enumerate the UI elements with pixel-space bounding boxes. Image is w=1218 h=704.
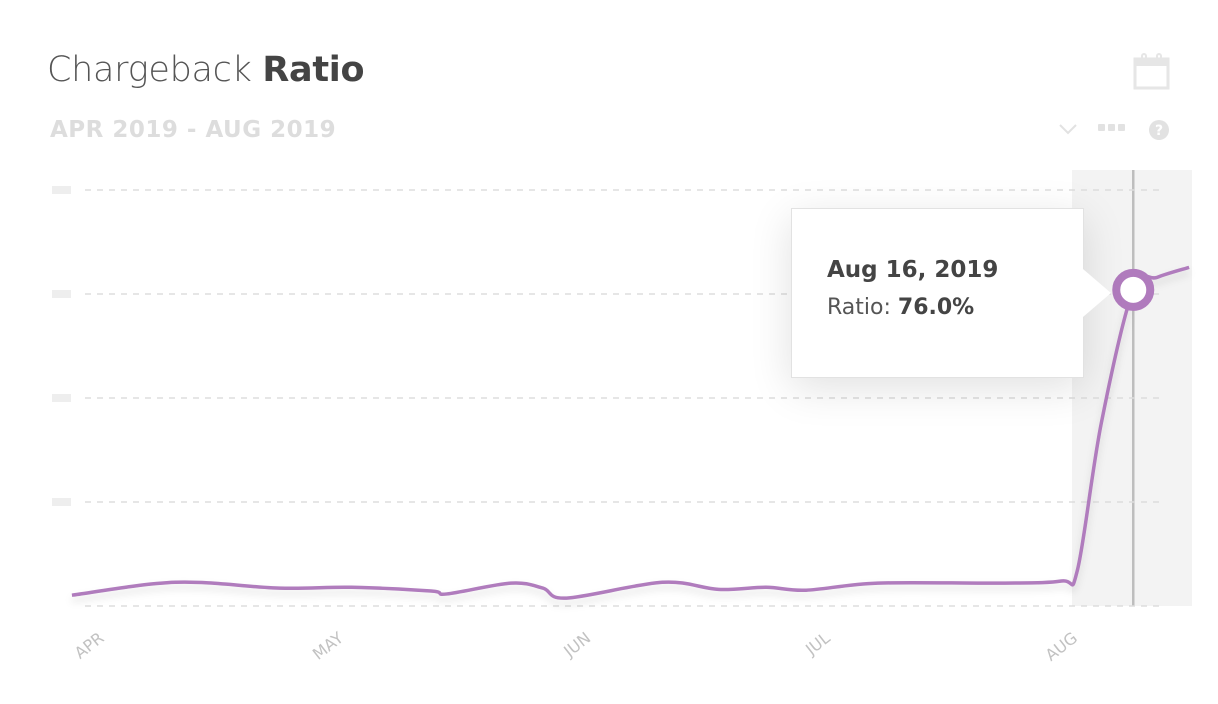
highlight-point — [1112, 268, 1155, 311]
tooltip-ratio: Ratio: 76.0% — [827, 295, 974, 320]
tooltip: Aug 16, 2019 Ratio: 76.0% — [791, 208, 1111, 378]
x-tick-label: AUG — [1042, 628, 1081, 665]
x-tick-label: JUN — [559, 628, 594, 661]
y-tick-label-placeholder — [52, 186, 71, 194]
x-tick-label: JUL — [801, 628, 834, 659]
help-icon[interactable]: ? — [1148, 119, 1170, 141]
tooltip-date: Aug 16, 2019 — [827, 257, 999, 283]
y-tick-label-placeholder — [52, 498, 71, 506]
title-light: Chargeback — [47, 50, 252, 90]
calendar-icon[interactable] — [1132, 52, 1172, 92]
x-tick-label: MAY — [309, 628, 347, 664]
highlight-band — [1072, 170, 1192, 606]
tooltip-ratio-label: Ratio: — [827, 295, 891, 320]
date-range[interactable]: APR 2019 - AUG 2019 — [50, 117, 337, 143]
tooltip-ratio-value: 76.0% — [897, 295, 975, 320]
series-line-ratio — [71, 265, 1190, 600]
x-tick-label: APR — [71, 628, 108, 663]
svg-text:?: ? — [1155, 123, 1163, 139]
chevron-down-icon[interactable] — [1058, 122, 1078, 136]
y-tick-label-placeholder — [52, 290, 71, 298]
title-bold: Ratio — [262, 50, 365, 90]
y-tick-label-placeholder — [52, 394, 71, 402]
chart-title: Chargeback Ratio — [47, 50, 365, 90]
more-icon[interactable] — [1097, 123, 1127, 133]
